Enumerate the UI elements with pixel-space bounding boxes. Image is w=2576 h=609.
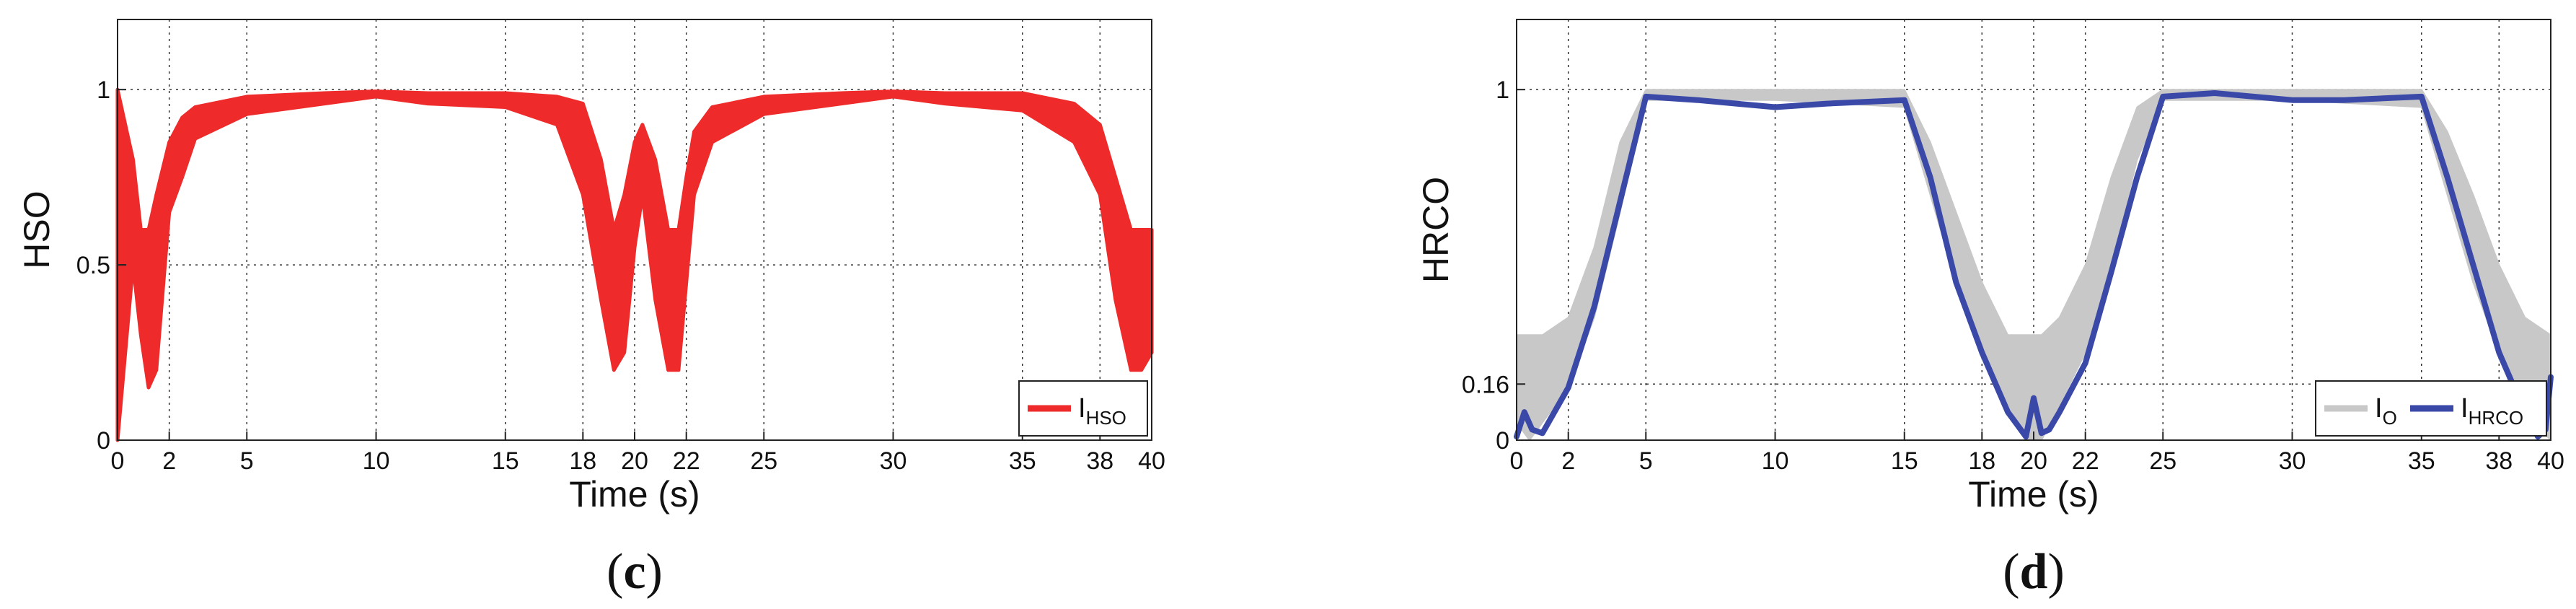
x-tick-label: 2 bbox=[162, 447, 176, 475]
y-tick-label: 1 bbox=[97, 76, 110, 104]
x-tick-label: 40 bbox=[1138, 447, 1165, 475]
x-tick-label: 10 bbox=[1762, 447, 1789, 475]
legend-entry: IHSO bbox=[1078, 393, 1126, 429]
y-axis-label: HSO bbox=[17, 190, 57, 268]
legend: IHSO bbox=[1018, 380, 1148, 437]
x-tick-label: 40 bbox=[2537, 447, 2564, 475]
y-tick-labels: 00.51 bbox=[76, 76, 126, 455]
y-axis-label: HRCO bbox=[1416, 177, 1456, 283]
x-axis-label: Time (s) bbox=[569, 474, 700, 514]
x-tick-label: 2 bbox=[1561, 447, 1575, 475]
x-tick-label: 18 bbox=[1968, 447, 1995, 475]
x-tick-labels: 0 2 5 10 15 18 20 22 25 30 35 38 40 bbox=[1510, 431, 2564, 475]
y-tick-label: 0 bbox=[97, 427, 110, 455]
x-tick-label: 5 bbox=[1639, 447, 1653, 475]
y-tick-labels: 0 0.16 1 bbox=[1462, 76, 1525, 455]
x-tick-label: 0 bbox=[1510, 447, 1524, 475]
x-tick-label: 30 bbox=[880, 447, 907, 475]
x-tick-label: 20 bbox=[2020, 447, 2047, 475]
x-tick-label: 30 bbox=[2279, 447, 2306, 475]
x-tick-label: 35 bbox=[2408, 447, 2435, 475]
chart-panel-c: 0 2 5 10 15 18 20 22 25 30 35 38 40 00.51 Time (s) H… bbox=[17, 19, 1165, 600]
x-tick-label: 38 bbox=[2485, 447, 2513, 475]
y-tick-label: 1 bbox=[1496, 76, 1509, 104]
x-tick-label: 22 bbox=[673, 447, 700, 475]
y-tick-label: 0 bbox=[1496, 427, 1509, 455]
legend: IO IHRCO bbox=[2315, 380, 2547, 437]
x-tick-label: 10 bbox=[363, 447, 390, 475]
x-tick-label: 35 bbox=[1009, 447, 1036, 475]
x-tick-label: 15 bbox=[492, 447, 519, 475]
series-band-hso bbox=[115, 87, 1154, 442]
x-tick-label: 22 bbox=[2072, 447, 2099, 475]
legend-entry: IO bbox=[2375, 393, 2397, 429]
panel-label: (c) bbox=[606, 544, 663, 600]
legend-entry: IHRCO bbox=[2461, 393, 2523, 429]
x-tick-label: 18 bbox=[569, 447, 596, 475]
x-tick-label: 0 bbox=[111, 447, 125, 475]
x-tick-label: 15 bbox=[1891, 447, 1918, 475]
x-axis-label: Time (s) bbox=[1968, 474, 2099, 514]
y-tick-label: 0.5 bbox=[76, 252, 110, 279]
x-tick-label: 25 bbox=[2149, 447, 2176, 475]
x-tick-labels: 0 2 5 10 15 18 20 22 25 30 35 38 40 bbox=[111, 431, 1165, 475]
series-line-hrco bbox=[1514, 90, 2554, 440]
panel-label: (d) bbox=[2003, 544, 2065, 600]
chart-panel-d: 0 2 5 10 15 18 20 22 25 30 35 38 40 00.161 Time (s) … bbox=[1416, 19, 2564, 600]
y-tick-label: 0.16 bbox=[1462, 371, 1509, 398]
series-lines bbox=[1514, 90, 2554, 440]
series-bands bbox=[115, 87, 1154, 442]
x-tick-label: 25 bbox=[750, 447, 777, 475]
x-tick-label: 20 bbox=[621, 447, 648, 475]
x-tick-label: 5 bbox=[240, 447, 254, 475]
x-tick-label: 38 bbox=[1086, 447, 1113, 475]
